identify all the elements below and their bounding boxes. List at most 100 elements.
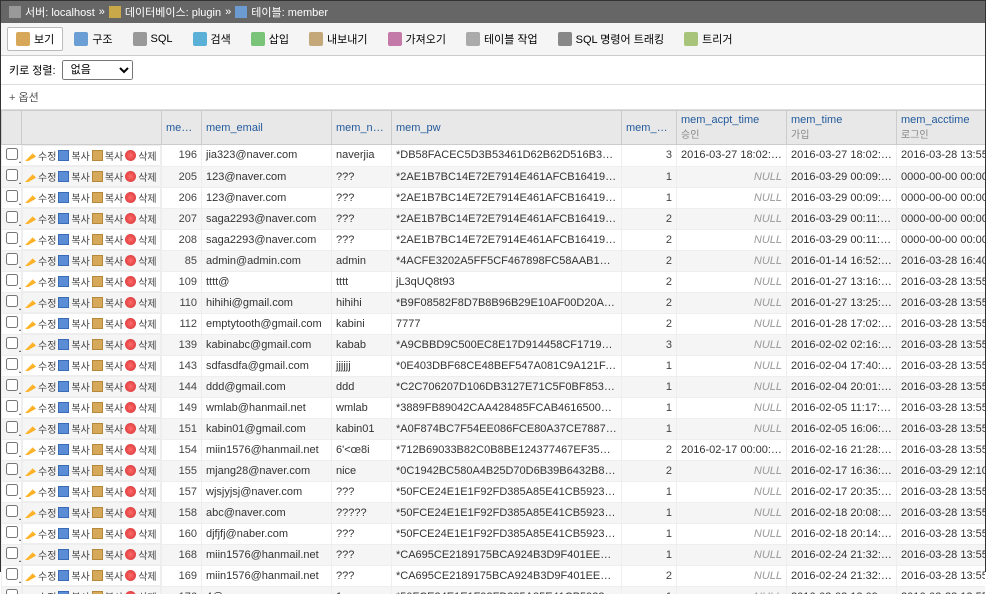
row-checkbox[interactable] [6,526,18,538]
row-checkbox[interactable] [6,589,18,594]
row-checkbox[interactable] [6,442,18,454]
copy2-button[interactable]: 복사 [92,232,123,247]
row-checkbox[interactable] [6,379,18,391]
copy2-button[interactable]: 복사 [92,505,123,520]
edit-button[interactable]: 수정 [25,295,56,310]
copy2-button[interactable]: 복사 [92,337,123,352]
edit-button[interactable]: 수정 [25,589,56,594]
row-checkbox[interactable] [6,358,18,370]
delete-button[interactable]: 삭제 [125,337,156,352]
copy-button[interactable]: 복사 [58,400,89,415]
edit-button[interactable]: 수정 [25,274,56,289]
delete-button[interactable]: 삭제 [125,526,156,541]
edit-button[interactable]: 수정 [25,547,56,562]
row-checkbox[interactable] [6,169,18,181]
breadcrumb-db[interactable]: 데이터베이스: plugin [125,4,221,20]
edit-button[interactable]: 수정 [25,358,56,373]
row-checkbox[interactable] [6,421,18,433]
edit-button[interactable]: 수정 [25,526,56,541]
row-checkbox[interactable] [6,148,18,160]
delete-button[interactable]: 삭제 [125,190,156,205]
copy-button[interactable]: 복사 [58,358,89,373]
copy-button[interactable]: 복사 [58,316,89,331]
copy2-button[interactable]: 복사 [92,589,123,594]
tab-struct[interactable]: 구조 [65,27,121,51]
copy2-button[interactable]: 복사 [92,484,123,499]
edit-button[interactable]: 수정 [25,190,56,205]
copy2-button[interactable]: 복사 [92,169,123,184]
delete-button[interactable]: 삭제 [125,442,156,457]
delete-button[interactable]: 삭제 [125,316,156,331]
row-checkbox[interactable] [6,232,18,244]
row-checkbox[interactable] [6,547,18,559]
delete-button[interactable]: 삭제 [125,211,156,226]
copy2-button[interactable]: 복사 [92,526,123,541]
delete-button[interactable]: 삭제 [125,589,156,594]
delete-button[interactable]: 삭제 [125,568,156,583]
col-mememail[interactable]: mem_email [202,111,332,145]
delete-button[interactable]: 삭제 [125,463,156,478]
copy2-button[interactable]: 복사 [92,358,123,373]
copy-button[interactable]: 복사 [58,190,89,205]
col-memstate[interactable]: mem_state [622,111,677,145]
breadcrumb-table[interactable]: 테이블: member [251,4,328,20]
copy-button[interactable]: 복사 [58,589,89,594]
edit-button[interactable]: 수정 [25,211,56,226]
row-checkbox[interactable] [6,505,18,517]
delete-button[interactable]: 삭제 [125,253,156,268]
copy2-button[interactable]: 복사 [92,211,123,226]
tab-export[interactable]: 내보내기 [300,27,376,51]
edit-button[interactable]: 수정 [25,232,56,247]
tab-search[interactable]: 검색 [184,27,240,51]
copy-button[interactable]: 복사 [58,211,89,226]
tab-sql[interactable]: SQL [124,28,182,50]
delete-button[interactable]: 삭제 [125,379,156,394]
copy2-button[interactable]: 복사 [92,148,123,163]
edit-button[interactable]: 수정 [25,400,56,415]
delete-button[interactable]: 삭제 [125,421,156,436]
tab-trigger[interactable]: 트리거 [675,27,741,51]
delete-button[interactable]: 삭제 [125,358,156,373]
copy-button[interactable]: 복사 [58,379,89,394]
col-act[interactable] [22,111,162,145]
row-checkbox[interactable] [6,316,18,328]
col-chk[interactable] [2,111,22,145]
copy2-button[interactable]: 복사 [92,421,123,436]
edit-button[interactable]: 수정 [25,253,56,268]
copy-button[interactable]: 복사 [58,253,89,268]
copy-button[interactable]: 복사 [58,232,89,247]
copy-button[interactable]: 복사 [58,568,89,583]
copy2-button[interactable]: 복사 [92,463,123,478]
edit-button[interactable]: 수정 [25,379,56,394]
row-checkbox[interactable] [6,295,18,307]
copy-button[interactable]: 복사 [58,274,89,289]
tab-import[interactable]: 가져오기 [379,27,455,51]
edit-button[interactable]: 수정 [25,484,56,499]
copy-button[interactable]: 복사 [58,484,89,499]
options-toggle[interactable]: + 옵션 [1,85,985,110]
row-checkbox[interactable] [6,211,18,223]
edit-button[interactable]: 수정 [25,421,56,436]
copy-button[interactable]: 복사 [58,148,89,163]
tab-track[interactable]: SQL 명령어 트래킹 [549,27,673,51]
copy-button[interactable]: 복사 [58,547,89,562]
tab-ops[interactable]: 테이블 작업 [457,27,547,51]
copy2-button[interactable]: 복사 [92,547,123,562]
table-scroll[interactable]: mem_nomem_emailmem_namemem_pwmem_stateme… [1,110,985,594]
col-mempw[interactable]: mem_pw [392,111,622,145]
copy2-button[interactable]: 복사 [92,274,123,289]
breadcrumb-server[interactable]: 서버: localhost [25,4,95,20]
delete-button[interactable]: 삭제 [125,232,156,247]
delete-button[interactable]: 삭제 [125,400,156,415]
col-memno[interactable]: mem_no [162,111,202,145]
copy-button[interactable]: 복사 [58,442,89,457]
copy2-button[interactable]: 복사 [92,442,123,457]
copy2-button[interactable]: 복사 [92,400,123,415]
copy-button[interactable]: 복사 [58,295,89,310]
copy2-button[interactable]: 복사 [92,316,123,331]
tab-browse[interactable]: 보기 [7,27,63,51]
row-checkbox[interactable] [6,463,18,475]
col-memname[interactable]: mem_name [332,111,392,145]
copy2-button[interactable]: 복사 [92,190,123,205]
copy2-button[interactable]: 복사 [92,568,123,583]
